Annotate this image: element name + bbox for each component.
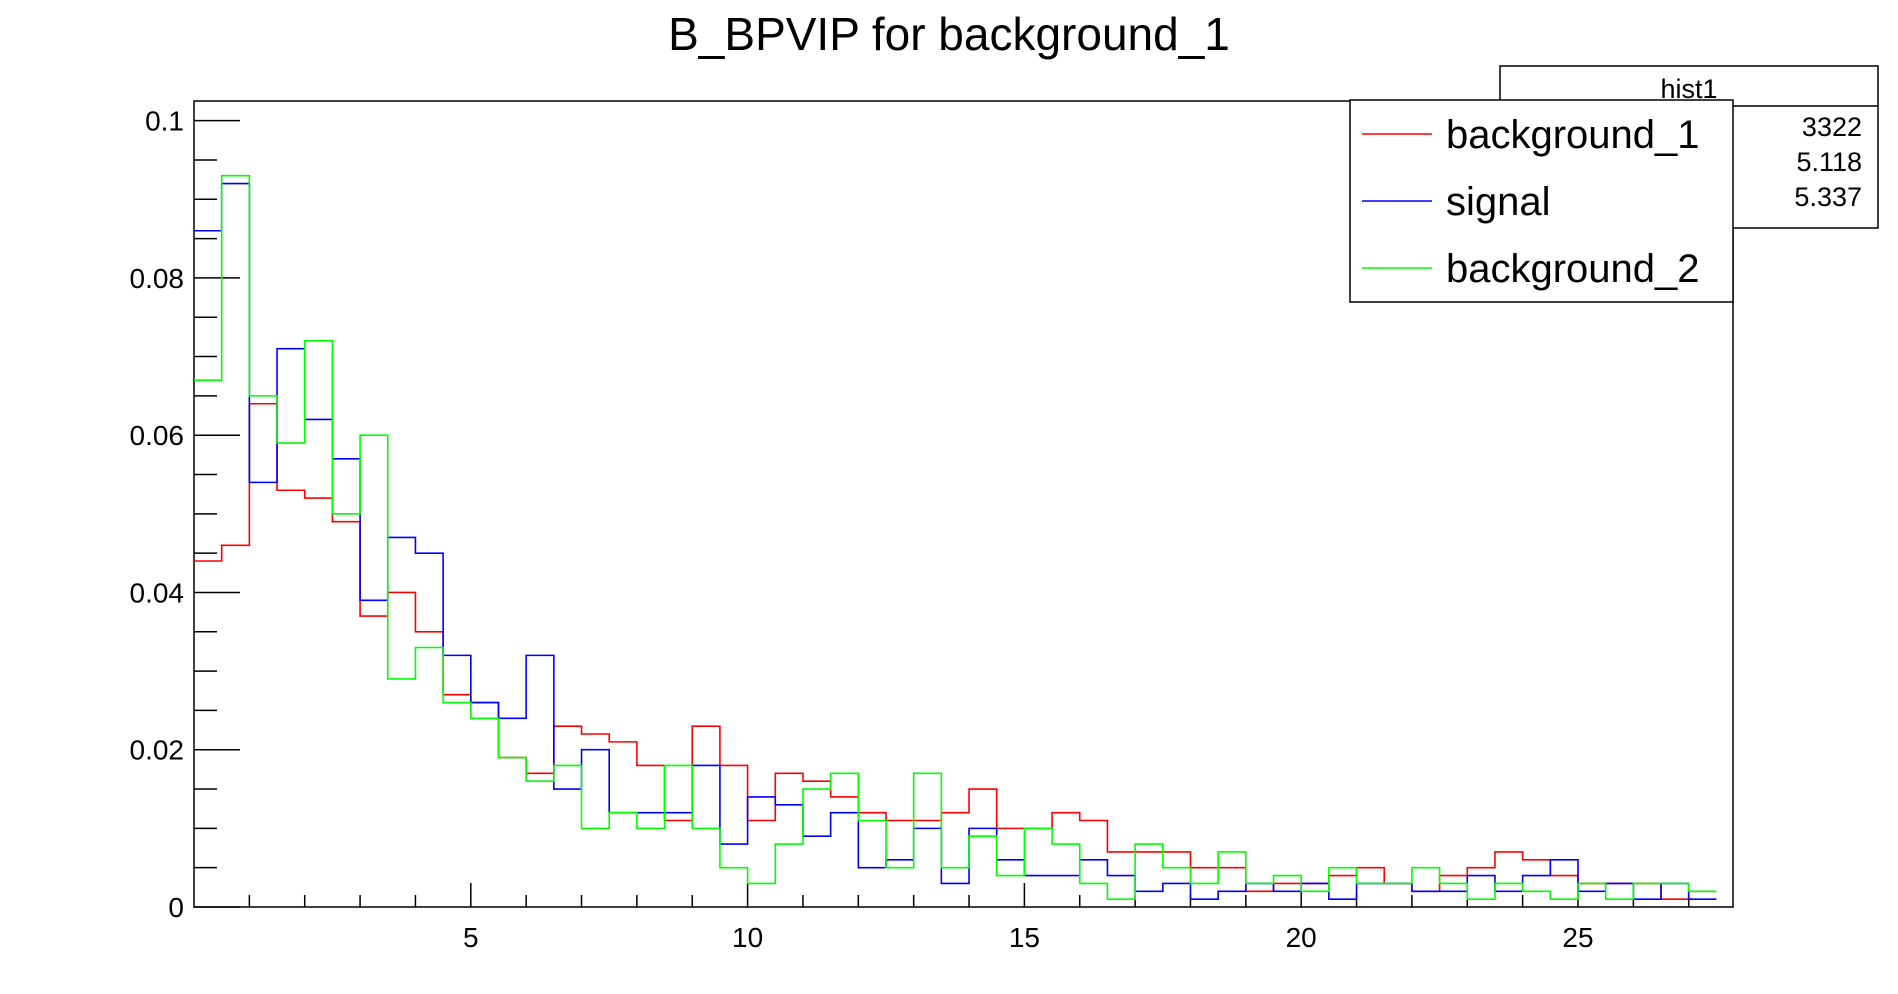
series-background-1-line <box>194 402 1717 900</box>
legend-label-background-2: background_2 <box>1446 247 1700 291</box>
series-layer <box>194 174 1717 900</box>
plot-area-border <box>193 100 1734 908</box>
stats-row-value: 3322 <box>1802 112 1862 142</box>
legend-label-background-1: background_1 <box>1446 113 1700 157</box>
legend-label-signal: signal <box>1446 180 1551 224</box>
y-tick-label: 0.08 <box>130 263 185 294</box>
y-axis: 0 0.02 0.04 0.06 0.08 0.1 <box>130 106 240 923</box>
stats-row-value: 5.337 <box>1794 182 1862 212</box>
series-signal-line <box>194 182 1717 900</box>
stats-row-value: 5.118 <box>1796 147 1862 177</box>
y-tick-label: 0.06 <box>130 420 185 451</box>
series-background-2-line <box>194 174 1717 900</box>
x-tick-label: 15 <box>1009 922 1040 953</box>
y-tick-label: 0.02 <box>130 735 185 766</box>
x-tick-label: 20 <box>1286 922 1317 953</box>
plot-frame <box>193 100 1734 908</box>
y-tick-label: 0.04 <box>130 577 185 608</box>
y-tick-label: 0 <box>168 892 184 923</box>
x-tick-label: 5 <box>463 922 479 953</box>
x-tick-label: 10 <box>732 922 763 953</box>
x-axis: 5 10 15 20 25 <box>248 883 1690 953</box>
stats-box-title: hist1 <box>1660 74 1717 104</box>
x-tick-label: 25 <box>1562 922 1593 953</box>
y-tick-label: 0.1 <box>145 106 184 137</box>
chart-title: B_BPVIP for background_1 <box>668 8 1230 60</box>
